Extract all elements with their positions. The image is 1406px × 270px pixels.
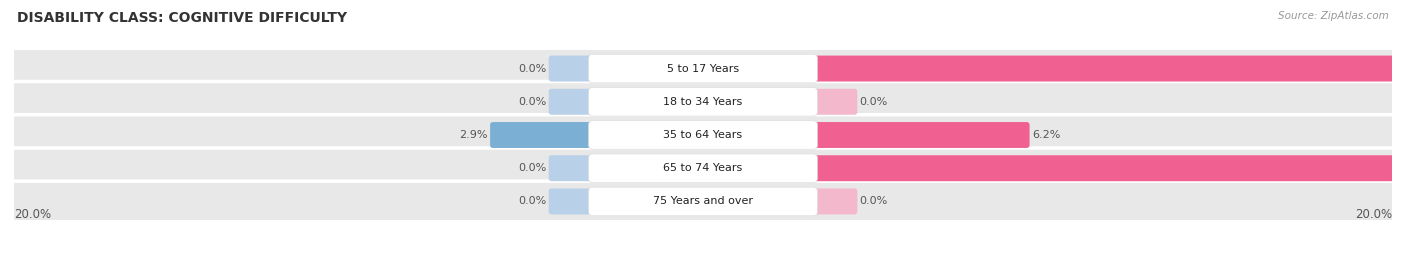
Text: 20.0%: 20.0% xyxy=(1355,208,1392,221)
FancyBboxPatch shape xyxy=(589,87,817,116)
Text: Source: ZipAtlas.com: Source: ZipAtlas.com xyxy=(1278,11,1389,21)
FancyBboxPatch shape xyxy=(810,89,858,115)
FancyBboxPatch shape xyxy=(589,54,817,83)
FancyBboxPatch shape xyxy=(589,154,817,183)
Text: 35 to 64 Years: 35 to 64 Years xyxy=(664,130,742,140)
Text: 0.0%: 0.0% xyxy=(859,197,889,207)
Text: 18 to 34 Years: 18 to 34 Years xyxy=(664,97,742,107)
Text: 20.0%: 20.0% xyxy=(14,208,51,221)
FancyBboxPatch shape xyxy=(810,122,1029,148)
FancyBboxPatch shape xyxy=(11,148,1395,188)
FancyBboxPatch shape xyxy=(11,181,1395,222)
FancyBboxPatch shape xyxy=(589,187,817,216)
FancyBboxPatch shape xyxy=(589,121,817,149)
FancyBboxPatch shape xyxy=(11,82,1395,122)
Text: 0.0%: 0.0% xyxy=(517,97,547,107)
FancyBboxPatch shape xyxy=(548,155,596,181)
Text: 75 Years and over: 75 Years and over xyxy=(652,197,754,207)
FancyBboxPatch shape xyxy=(810,188,858,214)
FancyBboxPatch shape xyxy=(548,89,596,115)
Text: 0.0%: 0.0% xyxy=(517,163,547,173)
Text: 0.0%: 0.0% xyxy=(517,63,547,73)
Text: 6.2%: 6.2% xyxy=(1032,130,1060,140)
FancyBboxPatch shape xyxy=(810,56,1406,82)
Text: 65 to 74 Years: 65 to 74 Years xyxy=(664,163,742,173)
FancyBboxPatch shape xyxy=(11,48,1395,89)
FancyBboxPatch shape xyxy=(491,122,596,148)
Text: 0.0%: 0.0% xyxy=(517,197,547,207)
Text: 2.9%: 2.9% xyxy=(460,130,488,140)
FancyBboxPatch shape xyxy=(810,155,1406,181)
Text: DISABILITY CLASS: COGNITIVE DIFFICULTY: DISABILITY CLASS: COGNITIVE DIFFICULTY xyxy=(17,11,347,25)
FancyBboxPatch shape xyxy=(11,115,1395,155)
Text: 5 to 17 Years: 5 to 17 Years xyxy=(666,63,740,73)
FancyBboxPatch shape xyxy=(548,188,596,214)
Text: 0.0%: 0.0% xyxy=(859,97,889,107)
FancyBboxPatch shape xyxy=(548,56,596,82)
